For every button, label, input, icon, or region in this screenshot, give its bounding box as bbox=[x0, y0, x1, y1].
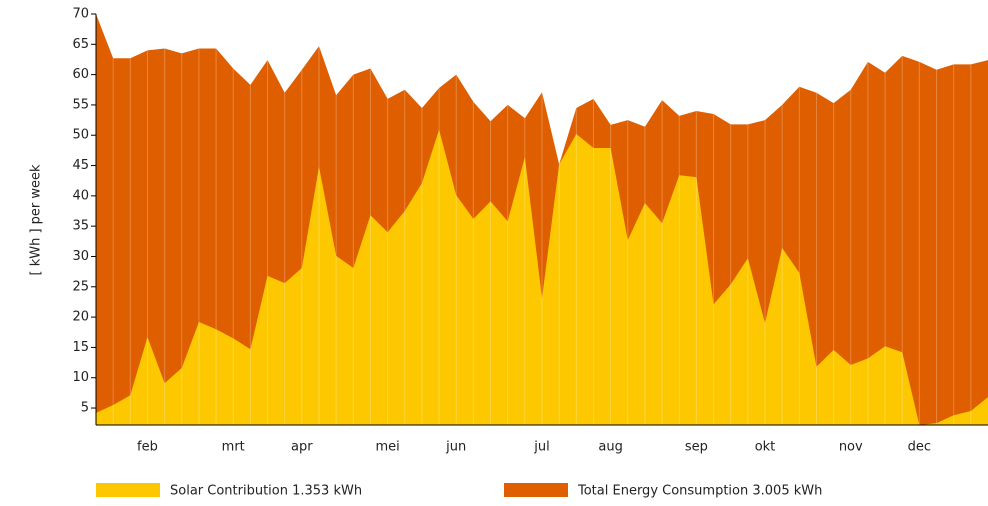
y-tick-label: 35 bbox=[72, 219, 89, 234]
y-tick-label: 55 bbox=[72, 97, 89, 112]
legend-label: Solar Contribution 1.353 kWh bbox=[170, 484, 362, 499]
x-tick-label: sep bbox=[685, 440, 708, 455]
y-tick-label: 60 bbox=[72, 67, 89, 82]
y-tick-label: 30 bbox=[72, 249, 89, 264]
x-tick-label: nov bbox=[839, 440, 863, 455]
x-tick-label: jul bbox=[533, 440, 549, 455]
x-tick-label: mrt bbox=[222, 440, 245, 455]
x-tick-label: okt bbox=[755, 440, 776, 455]
x-tick-label: feb bbox=[137, 440, 158, 455]
y-tick-label: 40 bbox=[72, 188, 89, 203]
y-axis-label: [ kWh ] per week bbox=[29, 164, 44, 276]
y-tick-label: 50 bbox=[72, 128, 89, 143]
y-tick-label: 10 bbox=[72, 370, 89, 385]
y-tick-label: 45 bbox=[72, 158, 89, 173]
x-tick-label: apr bbox=[291, 440, 313, 455]
y-tick-label: 65 bbox=[72, 37, 89, 52]
y-tick-label: 70 bbox=[72, 7, 89, 22]
x-tick-label: aug bbox=[598, 440, 622, 455]
y-tick-label: 25 bbox=[72, 279, 89, 294]
x-tick-label: mei bbox=[375, 440, 399, 455]
legend-swatch bbox=[96, 483, 160, 497]
y-tick-label: 15 bbox=[72, 340, 89, 355]
area bbox=[96, 129, 988, 425]
y-tick-label: 5 bbox=[81, 401, 89, 416]
legend-label: Total Energy Consumption 3.005 kWh bbox=[577, 484, 822, 499]
x-tick-label: dec bbox=[908, 440, 931, 455]
legend-swatch bbox=[504, 483, 568, 497]
y-tick-label: 20 bbox=[72, 310, 89, 325]
x-tick-label: jun bbox=[445, 440, 466, 455]
